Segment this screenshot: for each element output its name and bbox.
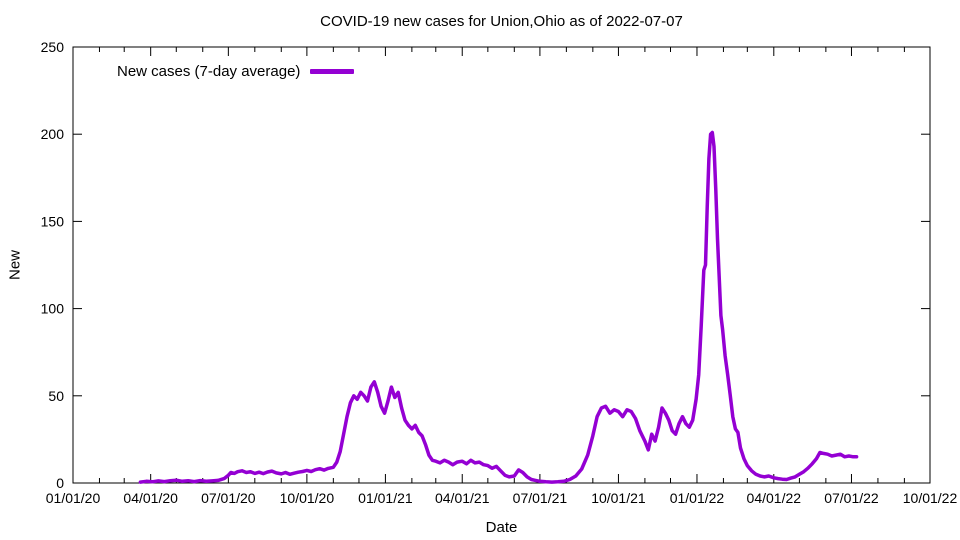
x-tick-label: 01/01/21 xyxy=(358,490,413,506)
x-axis-title: Date xyxy=(485,519,518,536)
x-tick-label: 01/01/22 xyxy=(670,490,725,506)
x-tick-label: 04/01/21 xyxy=(435,490,490,506)
y-tick-label: 50 xyxy=(48,388,64,404)
y-tick-label: 250 xyxy=(41,39,65,55)
x-tick-label: 07/01/21 xyxy=(513,490,568,506)
y-tick-label: 150 xyxy=(41,213,65,229)
y-tick-label: 100 xyxy=(41,301,65,317)
y-axis-title: New xyxy=(6,249,24,281)
x-tick-label: 04/01/20 xyxy=(123,490,178,506)
x-tick-label: 07/01/20 xyxy=(201,490,256,506)
x-tick-label: 01/01/20 xyxy=(46,490,101,506)
legend-label: New cases (7-day average) xyxy=(117,63,301,80)
plot-border xyxy=(72,46,931,484)
legend: New cases (7-day average) xyxy=(117,63,355,80)
y-tick-label: 0 xyxy=(56,475,64,491)
chart-title: COVID-19 new cases for Union,Ohio as of … xyxy=(320,13,683,30)
legend-line-swatch xyxy=(310,69,355,74)
x-tick-label: 07/01/22 xyxy=(824,490,879,506)
y-tick-label: 200 xyxy=(41,126,65,142)
series-line xyxy=(138,130,859,484)
x-tick-label: 10/01/22 xyxy=(903,490,958,506)
x-tick-label: 04/01/22 xyxy=(747,490,802,506)
x-tick-label: 10/01/20 xyxy=(280,490,335,506)
x-tick-label: 10/01/21 xyxy=(591,490,646,506)
